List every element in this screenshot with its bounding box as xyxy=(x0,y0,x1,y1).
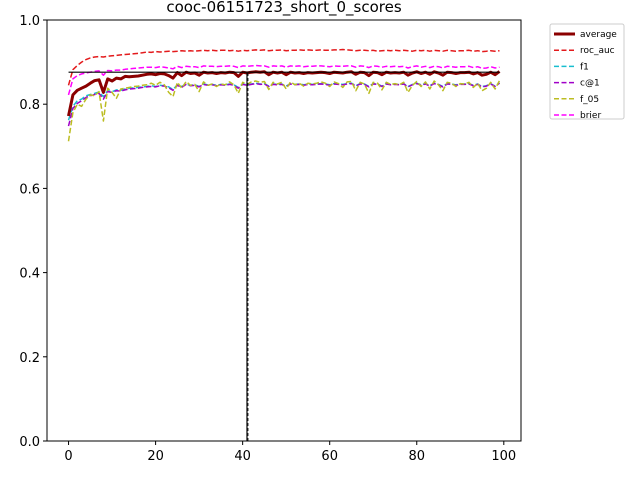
x-axis: 0 20 40 60 80 100 xyxy=(64,441,516,464)
legend-label: brier xyxy=(580,111,601,121)
x-tick-label: 20 xyxy=(147,449,164,464)
y-tick-label: 0.6 xyxy=(19,182,40,197)
x-tick-label: 80 xyxy=(408,449,425,464)
legend-label: c@1 xyxy=(580,79,600,89)
legend-label: f_05 xyxy=(580,95,599,105)
x-tick-label: 60 xyxy=(321,449,338,464)
series-line-average xyxy=(67,70,501,117)
series-line-f-05 xyxy=(67,80,501,142)
y-tick-label: 0.4 xyxy=(19,267,40,282)
legend-label: f1 xyxy=(580,62,589,72)
x-tick-label: 40 xyxy=(234,449,251,464)
legend-label: roc_auc xyxy=(580,46,615,56)
legend-box xyxy=(549,23,625,120)
series-line-brier xyxy=(67,64,500,96)
chart-title: cooc-06151723_short_0_scores xyxy=(166,0,402,17)
series-line-roc-auc xyxy=(67,48,500,86)
y-tick-label: 0.0 xyxy=(19,435,40,450)
x-tick-label: 100 xyxy=(491,449,516,464)
reference-lines xyxy=(68,71,500,441)
y-tick-label: 1.0 xyxy=(19,14,40,29)
axes-frame xyxy=(46,19,522,442)
legend-label: average xyxy=(580,30,617,40)
y-tick-label: 0.2 xyxy=(19,351,40,366)
y-tick-label: 0.8 xyxy=(19,98,40,113)
y-axis: 0.0 0.2 0.4 0.6 0.8 1.0 xyxy=(19,14,47,450)
series-layer xyxy=(67,48,501,142)
x-tick-label: 0 xyxy=(64,449,72,464)
